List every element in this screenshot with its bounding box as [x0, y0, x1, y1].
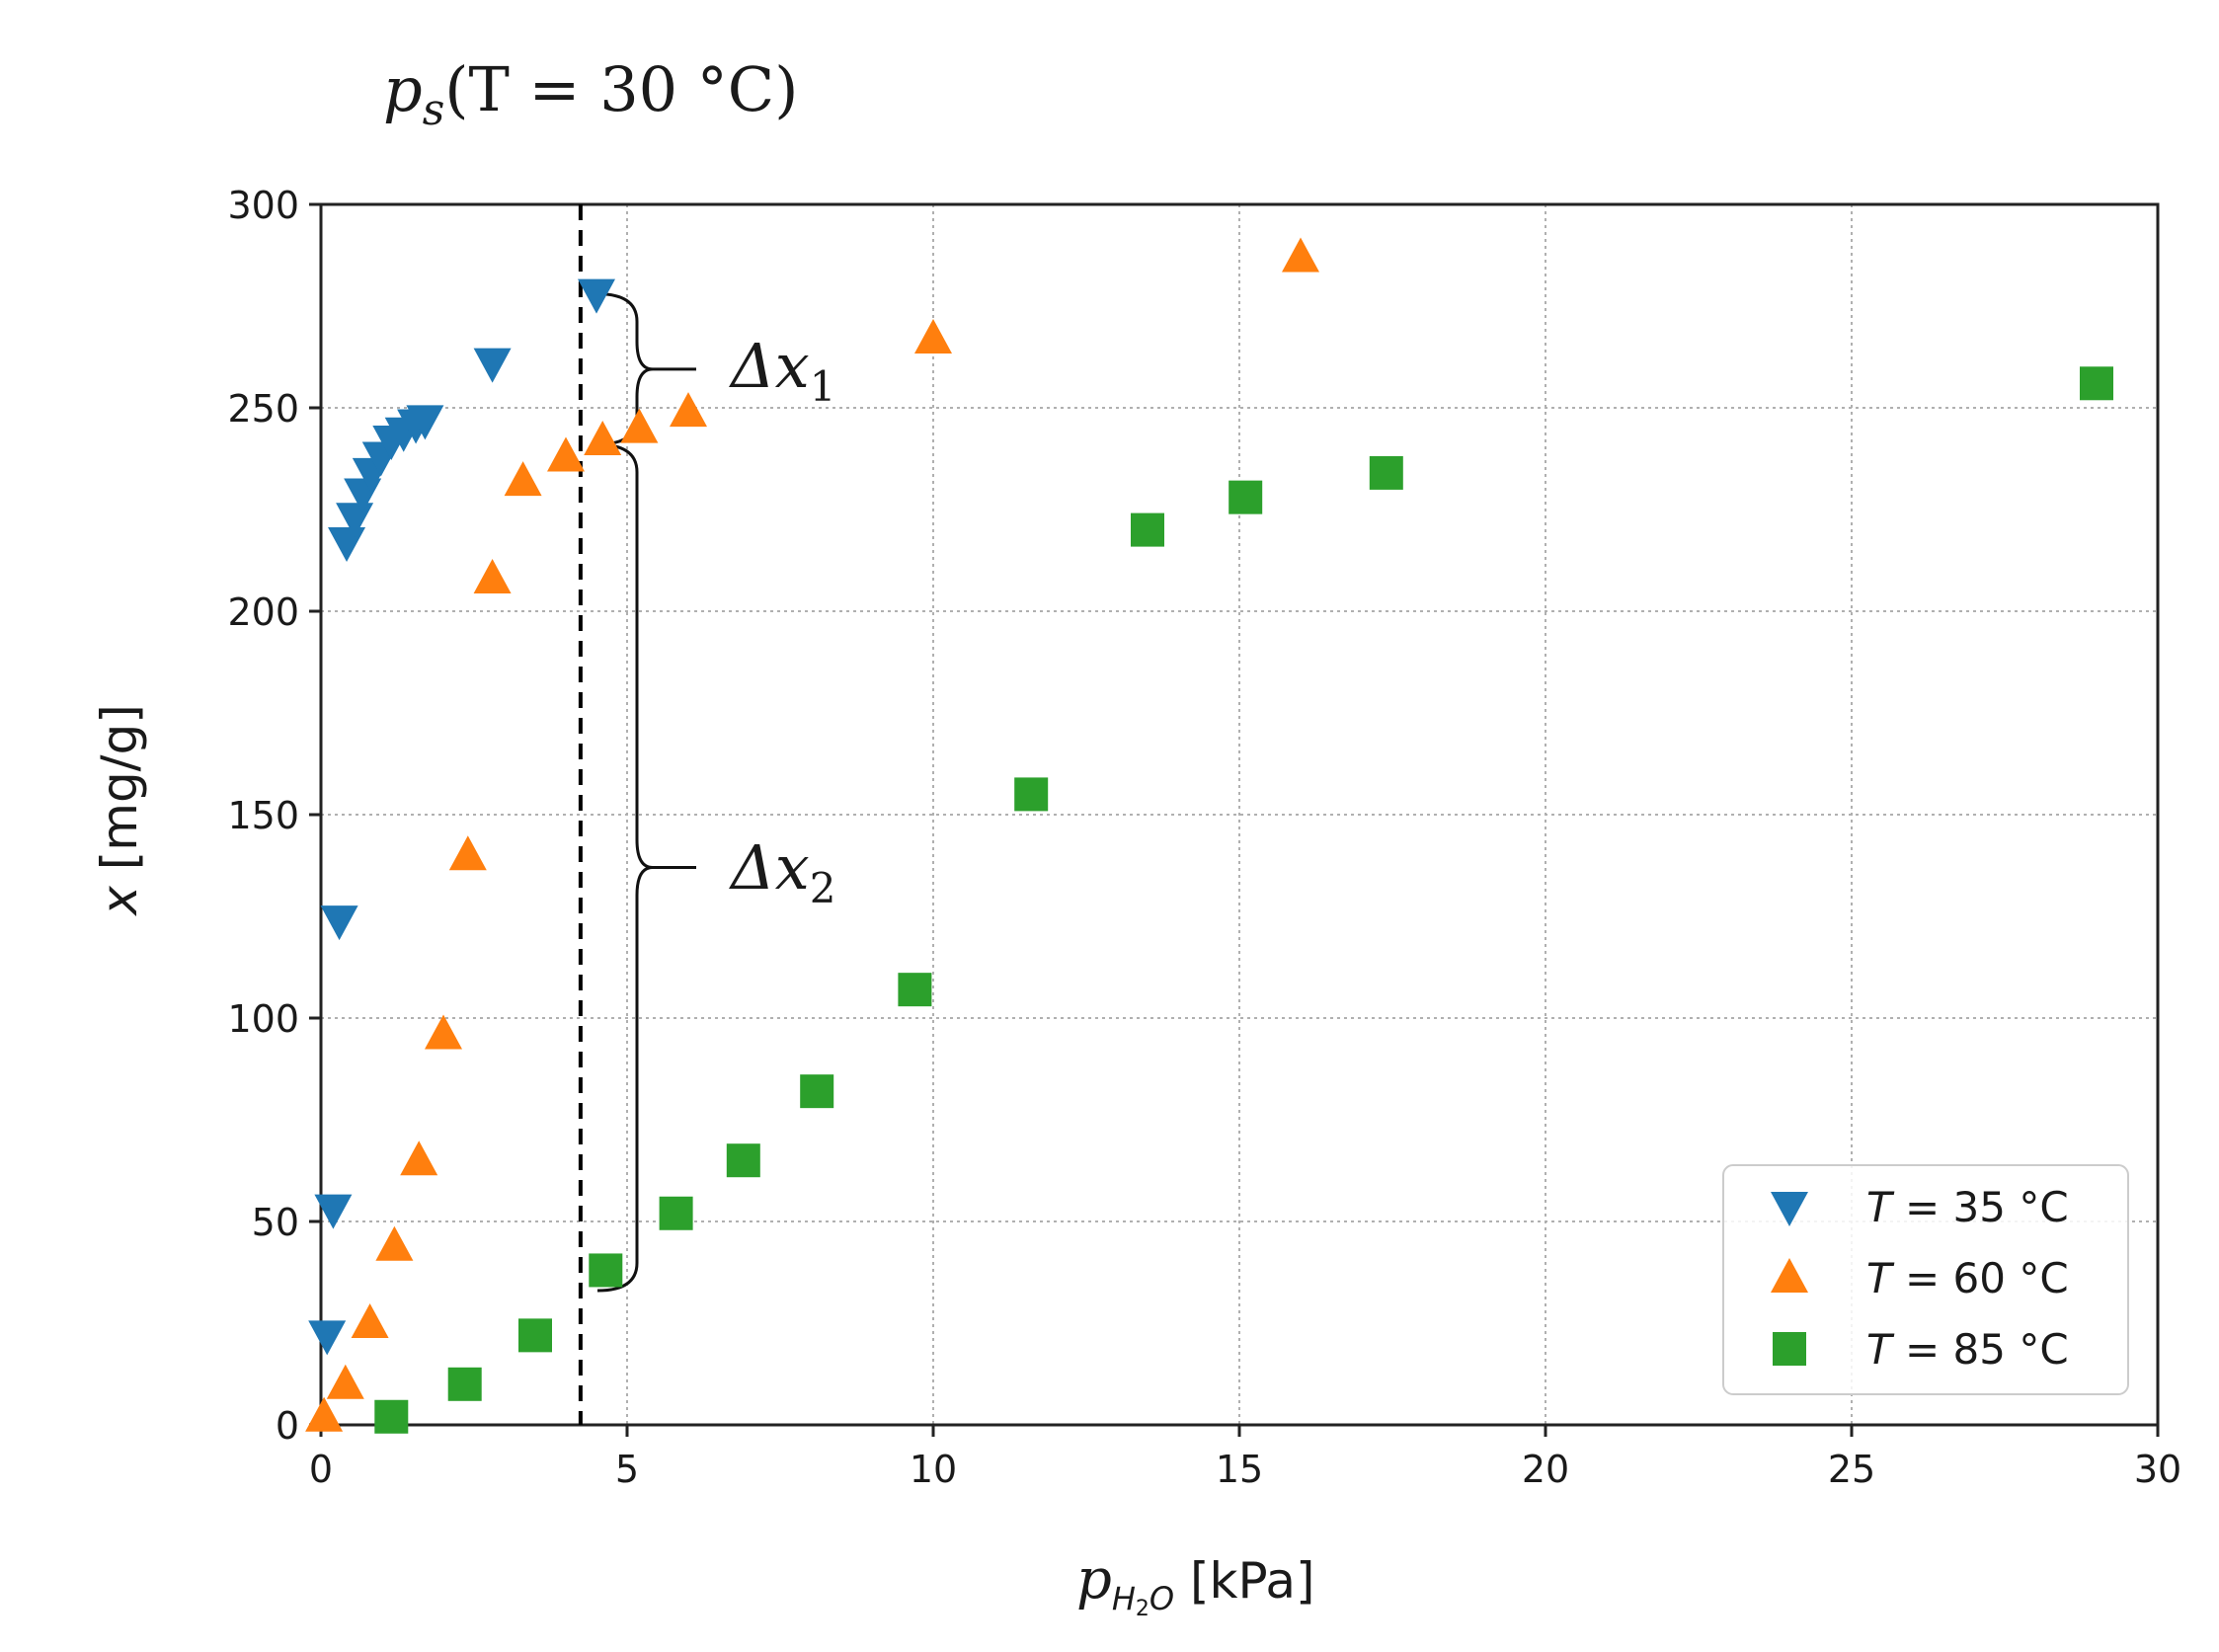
point-triangle-up: [504, 461, 542, 497]
x-tick-label: 10: [910, 1448, 957, 1491]
point-triangle-down: [473, 348, 512, 383]
point-square: [1369, 455, 1403, 490]
point-triangle-down: [578, 278, 615, 314]
x-tick-label: 5: [615, 1448, 639, 1491]
point-square: [726, 1143, 760, 1178]
y-tick-label: 300: [227, 184, 299, 227]
x-tick-label: 25: [1828, 1448, 1875, 1491]
legend-marker-3: [1773, 1332, 1806, 1366]
point-triangle-down: [328, 526, 366, 562]
delta-x2-label: Δx2: [729, 831, 835, 912]
chart-title-sub: s: [423, 85, 445, 135]
point-triangle-up: [670, 392, 707, 428]
legend-label-3: T = 85 °C: [1866, 1325, 2069, 1374]
legend-label-1: T = 35 °C: [1866, 1183, 2069, 1231]
point-triangle-up: [620, 408, 659, 443]
point-square: [374, 1399, 409, 1434]
legend: T = 35 °C T = 60 °C T = 85 °C: [1722, 1164, 2129, 1395]
point-triangle-up: [305, 1396, 344, 1432]
point-triangle-down: [308, 1320, 347, 1356]
point-triangle-down: [320, 905, 358, 941]
chart-title: ps(T = 30 °C): [383, 53, 798, 135]
legend-marker-1: [1771, 1192, 1808, 1226]
point-square: [2080, 366, 2113, 401]
point-triangle-up: [448, 835, 487, 871]
point-triangle-up: [351, 1303, 389, 1338]
y-tick-label: 100: [227, 997, 299, 1041]
brace-2: [596, 442, 654, 1293]
y-tick-label: 0: [276, 1404, 299, 1448]
y-axis-label: x [mg/g]: [91, 704, 148, 917]
point-triangle-up: [473, 559, 512, 594]
x-tick-label: 0: [309, 1448, 333, 1491]
data-points: [305, 237, 2113, 1434]
y-tick-label: 50: [252, 1201, 299, 1244]
point-square: [659, 1196, 693, 1230]
x-axis-label: pH2O [kPa]: [1076, 1547, 1315, 1621]
point-square: [589, 1253, 623, 1288]
legend-label-2: T = 60 °C: [1866, 1254, 2069, 1302]
point-triangle-up: [400, 1141, 438, 1176]
point-square: [898, 973, 932, 1007]
point-triangle-down: [406, 405, 444, 440]
x-tick-label: 15: [1216, 1448, 1263, 1491]
delta-x1-label: Δx1: [729, 330, 835, 411]
point-square: [1228, 480, 1263, 514]
point-triangle-down: [314, 1194, 353, 1229]
legend-marker-2: [1771, 1258, 1808, 1293]
point-triangle-down: [336, 503, 374, 538]
point-triangle-up: [584, 420, 622, 455]
point-square: [1131, 512, 1164, 547]
point-triangle-up: [425, 1014, 462, 1050]
point-triangle-up: [375, 1225, 414, 1261]
y-tick-label: 200: [227, 590, 299, 634]
point-square: [800, 1074, 834, 1109]
y-tick-label: 250: [227, 387, 299, 431]
point-square: [1014, 777, 1049, 812]
point-triangle-up: [547, 436, 585, 472]
point-triangle-up: [914, 318, 952, 354]
point-square: [447, 1367, 482, 1401]
chart-title-rest: (T = 30 °C): [444, 53, 798, 125]
legend-box: [1722, 1164, 2129, 1395]
y-tick-label: 150: [227, 794, 299, 837]
x-tick-label: 30: [2134, 1448, 2181, 1491]
point-triangle-up: [326, 1364, 364, 1399]
point-triangle-up: [1282, 237, 1319, 273]
x-tick-label: 20: [1522, 1448, 1569, 1491]
point-square: [518, 1318, 552, 1353]
